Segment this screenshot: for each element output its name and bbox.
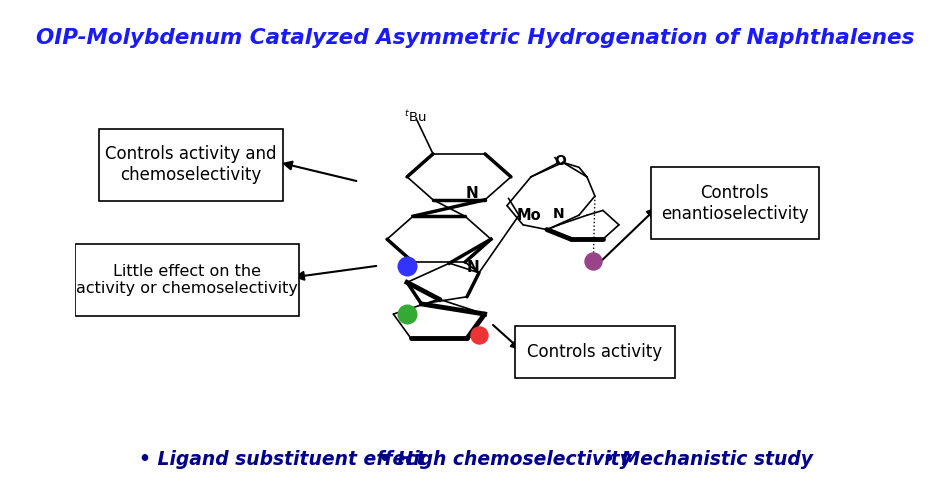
Point [399,310,414,318]
Text: N: N [467,261,480,276]
FancyBboxPatch shape [99,129,283,201]
Text: N: N [553,207,564,221]
FancyBboxPatch shape [651,167,819,239]
FancyBboxPatch shape [75,244,299,316]
Text: $^t$Bu: $^t$Bu [404,109,427,125]
Text: • Ligand substituent effect: • Ligand substituent effect [140,450,426,469]
Text: Controls activity: Controls activity [527,343,662,361]
Text: • Mechanistic study: • Mechanistic study [603,450,813,469]
Point [471,331,486,339]
Text: Controls activity and
chemoselectivity: Controls activity and chemoselectivity [105,145,276,184]
Text: • High chemoselectivity: • High chemoselectivity [379,450,632,469]
Text: Controls
enantioselectivity: Controls enantioselectivity [661,184,808,223]
Text: O: O [555,155,566,168]
Text: Little effect on the
activity or chemoselectivity: Little effect on the activity or chemose… [76,264,298,296]
Text: Mo: Mo [517,208,542,223]
Text: N: N [466,186,478,201]
Text: OIP-Molybdenum Catalyzed Asymmetric Hydrogenation of Naphthalenes: OIP-Molybdenum Catalyzed Asymmetric Hydr… [36,28,914,48]
FancyBboxPatch shape [515,325,674,378]
Point [586,257,601,264]
Point [399,262,414,269]
